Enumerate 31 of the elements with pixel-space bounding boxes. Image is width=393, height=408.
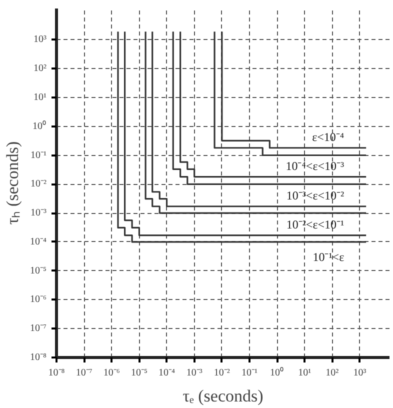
y-tick-label: 10³ [34, 34, 46, 46]
x-tick-label: 10⁻² [214, 368, 230, 378]
x-tick-label: 10⁰ [270, 366, 284, 378]
y-tick-label: 10⁻⁷ [30, 323, 48, 334]
annotation: 10⁻⁴<ε<10⁻³ [286, 158, 345, 173]
y-tick-label: 10⁻³ [30, 208, 46, 219]
x-tick-label: 10² [326, 368, 339, 378]
y-tick-label: 10⁻⁵ [30, 265, 47, 276]
x-tick-label: 10³ [353, 368, 366, 378]
x-tick-label: 10⁻³ [186, 368, 202, 378]
annotation: 10⁻²<ε<10⁻¹ [286, 217, 345, 232]
annotation: ε<10⁻⁴ [312, 130, 344, 144]
y-tick-label: 10⁻⁴ [30, 236, 48, 248]
y-tick-label: 10⁰ [32, 120, 46, 132]
y-tick-label: 10² [34, 63, 46, 74]
annotation: 10⁻¹<ε [312, 250, 344, 264]
y-tick-label: 10¹ [34, 92, 46, 103]
x-axis-title: τₑ (seconds) [182, 386, 264, 406]
x-tick-label: 10⁻⁶ [103, 368, 120, 378]
x-tick-label: 10⁻¹ [241, 368, 258, 378]
annotation: 10⁻³<ε<10⁻² [286, 188, 345, 202]
x-tick-label: 10⁻⁵ [130, 368, 148, 378]
x-tick-label: 10¹ [298, 368, 312, 378]
y-tick-label: 10⁻⁸ [30, 352, 48, 363]
y-tick-label: 10⁻⁶ [30, 294, 48, 306]
x-tick-label: 10⁻⁴ [158, 368, 176, 378]
y-tick-label: 10⁻² [30, 178, 46, 190]
y-tick-label: 10⁻¹ [30, 150, 46, 161]
y-axis-title: τₕ (seconds) [3, 141, 22, 225]
x-tick-label: 10⁻⁷ [76, 368, 93, 378]
x-tick-label: 10⁻⁸ [48, 368, 66, 378]
